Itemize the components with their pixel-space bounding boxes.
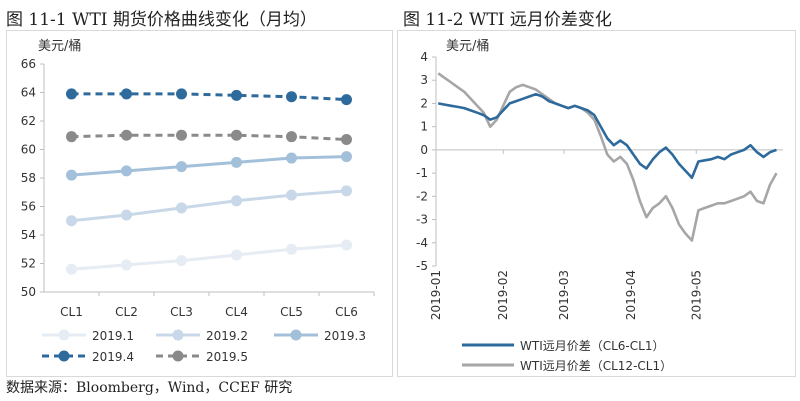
left-y-tick-label: 52 (21, 257, 36, 271)
data-point-2019.5-CL1 (66, 131, 77, 143)
left-x-tick-label: CL1 (60, 305, 83, 319)
data-point-2019.1-CL6 (341, 239, 352, 251)
right-x-tick-label: 2019-01 (429, 270, 443, 320)
data-point-2019.3-CL1 (66, 169, 77, 181)
legend-label-2019.3: 2019.3 (324, 329, 366, 343)
right-y-tick-label: -1 (416, 166, 428, 180)
left-y-tick-label: 54 (21, 228, 36, 242)
series-line-2019.5 (71, 133, 347, 142)
data-point-2019.2-CL6 (341, 185, 352, 197)
right-x-tick-label: 2019-03 (557, 270, 571, 320)
data-point-2019.2-CL2 (121, 209, 132, 221)
right-y-tick-label: -5 (416, 259, 428, 273)
left-y-tick-label: 56 (21, 200, 36, 214)
left-x-tick-label: CL5 (280, 305, 303, 319)
left-y-tick-label: 58 (21, 171, 36, 185)
legend-marker-2019.2 (172, 329, 184, 341)
data-point-2019.5-CL5 (286, 131, 297, 143)
legend-marker-2019.4 (58, 350, 70, 362)
legend-label-2019.4: 2019.4 (92, 350, 134, 364)
data-point-2019.3-CL5 (286, 152, 297, 164)
legend-label-2019.2: 2019.2 (206, 329, 248, 343)
right-y-tick-label: -2 (416, 189, 428, 203)
data-point-2019.1-CL1 (66, 263, 77, 275)
left-x-tick-label: CL2 (115, 305, 138, 319)
series-line-2019.1 (71, 243, 347, 271)
left-x-tick-label: CL6 (335, 305, 358, 319)
right-y-tick-label: 0 (420, 143, 428, 157)
series-line-cl6-cl1 (437, 92, 777, 180)
futures-curve-panel (6, 30, 393, 377)
data-point-2019.1-CL2 (121, 259, 132, 271)
data-point-2019.4-CL3 (176, 88, 187, 100)
data-point-2019.5-CL2 (121, 129, 132, 141)
data-point-2019.1-CL5 (286, 243, 297, 255)
data-point-2019.5-CL3 (176, 129, 187, 141)
data-point-2019.2-CL3 (176, 202, 187, 214)
data-point-2019.3-CL2 (121, 165, 132, 177)
right-y-tick-label: -4 (416, 236, 428, 250)
data-point-2019.4-CL2 (121, 88, 132, 100)
series-line-2019.3 (71, 155, 347, 177)
legend-marker-2019.3 (290, 329, 302, 341)
data-point-2019.5-CL4 (231, 129, 242, 141)
left-chart-title: 图 11-1 WTI 期货价格曲线变化（月均） (6, 10, 317, 30)
right-x-tick-label: 2019-05 (689, 270, 703, 320)
data-point-2019.3-CL4 (231, 156, 242, 168)
right-x-tick-label: 2019-04 (624, 270, 638, 320)
left-y-tick-label: 62 (21, 114, 36, 128)
data-point-2019.4-CL4 (231, 89, 242, 101)
right-chart-title: 图 11-2 WTI 远月价差变化 (403, 10, 612, 30)
data-point-2019.2-CL5 (286, 189, 297, 201)
series-line-2019.2 (71, 189, 347, 223)
legend-marker-2019.5 (172, 350, 184, 362)
left-y-tick-label: 64 (21, 86, 36, 100)
left-y-tick-label: 50 (21, 285, 36, 299)
right-x-tick-label: 2019-02 (496, 270, 510, 320)
legend-label-2019.1: 2019.1 (92, 329, 134, 343)
data-source-note: 数据来源：Bloomberg，Wind，CCEF 研究 (6, 380, 293, 396)
left-x-tick-label: CL3 (170, 305, 193, 319)
right-y-tick-label: 3 (420, 73, 428, 87)
right-y-tick-label: 2 (420, 96, 428, 110)
data-point-2019.1-CL3 (176, 255, 187, 267)
right-y-tick-label: -3 (416, 213, 428, 227)
left-y-tick-label: 60 (21, 143, 36, 157)
left-y-axis-label: 美元/桶 (38, 39, 81, 54)
left-y-tick-label: 66 (21, 57, 36, 71)
data-point-2019.4-CL6 (341, 94, 352, 106)
legend-label-cl6-cl1: WTI远月价差（CL6-CL1） (520, 339, 664, 353)
legend-label-cl12-cl1: WTI远月价差（CL12-CL1） (520, 359, 672, 373)
data-point-2019.3-CL6 (341, 151, 352, 163)
spread-panel (397, 30, 796, 377)
left-x-tick-label: CL4 (225, 305, 248, 319)
series-line-cl12-cl1 (437, 72, 778, 242)
right-y-tick-label: 4 (420, 50, 428, 64)
data-point-2019.1-CL4 (231, 249, 242, 261)
right-y-tick-label: 1 (420, 120, 428, 134)
data-point-2019.4-CL1 (66, 88, 77, 100)
data-point-2019.3-CL3 (176, 161, 187, 173)
series-line-2019.4 (71, 92, 347, 102)
legend-label-2019.5: 2019.5 (206, 350, 248, 364)
data-point-2019.4-CL5 (286, 91, 297, 103)
data-point-2019.2-CL1 (66, 215, 77, 227)
legend-marker-2019.1 (58, 329, 70, 341)
right-y-axis-label: 美元/桶 (446, 39, 489, 54)
data-point-2019.2-CL4 (231, 195, 242, 207)
data-point-2019.5-CL6 (341, 134, 352, 146)
